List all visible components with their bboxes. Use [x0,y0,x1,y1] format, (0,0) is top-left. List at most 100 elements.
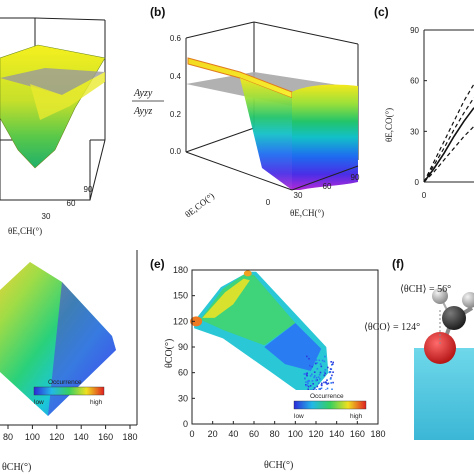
panel-e: (e) 0 30 60 90 120 150 180 0 20 40 60 80 100 120 140 1… [150,257,386,471]
panel-c-axes [423,29,474,183]
panel-e-noise-point [323,371,326,373]
panel-e-x-tick: 120 [308,429,323,439]
panel-c-y-tick: 30 [410,127,419,136]
panel-e-x-ticks: 0 20 40 60 80 100 120 140 160 180 [189,421,386,439]
panel-d-legend-bar [33,386,105,396]
panel-e-noise-point [316,385,319,388]
panel-e-noise-point [309,364,312,366]
panel-e-noise-point [305,384,308,387]
panel-c-y-tick: 90 [410,26,419,35]
panel-e-noise-point [327,366,329,369]
panel-e-noise-point [330,382,332,384]
panel-c-series-line-0 [423,107,474,183]
panel-e-label: (e) [150,257,165,271]
panel-a-surface-front [30,72,105,120]
panel-e-noise-point [329,368,332,370]
panel-b-z-ticks: 0.6 0.4 0.2 0.0 [170,34,182,156]
panel-c-y-ticks: 0 30 60 90 [410,26,427,187]
panel-b-z-tick: 0.2 [170,110,182,119]
panel-d-legend-high: high [90,399,103,406]
panel-e-noise-point [316,368,319,370]
panel-e-noise-point [304,355,306,358]
carbon-atom [442,306,466,330]
panel-b-zlabel-den: Ayyz [133,106,152,117]
panel-b-box-front [185,151,359,191]
panel-e-noise-point [320,387,323,390]
panel-e-noise-point [332,381,334,384]
panel-c-y-tick: 0 [415,178,420,187]
panel-e-y-tick: 150 [173,291,188,301]
panel-e-x-tick: 160 [350,429,365,439]
panel-f-label: (f) [392,257,404,271]
panel-e-noise-point [311,373,313,376]
panel-d-x-tick: 80 [3,432,13,442]
panel-e-heatmap [190,270,334,407]
panel-b-z-tick: 0.6 [170,34,182,43]
panel-e-noise-point [309,375,312,377]
panel-e-legend: Occurrence low high [290,390,370,420]
panel-e-noise-point [313,371,316,373]
panel-b-z-tick: 0.0 [170,147,182,156]
panel-e-x-tick: 140 [329,429,344,439]
panel-d-x-tick: 180 [122,432,137,442]
panel-e-ylabel: θCO(°) [164,339,175,368]
panel-e-noise-point [314,375,316,377]
panel-e-y-tick: 60 [178,368,188,378]
panel-d-x-tick: 160 [98,432,113,442]
panel-e-noise-point [310,367,312,370]
panel-e-noise-point [330,361,332,363]
panel-e-noise-point [319,378,321,380]
panel-e-noise-point [310,359,313,362]
panel-e-noise-point [305,372,307,375]
panel-a-plane [0,68,105,95]
panel-d-x-tick: 100 [25,432,40,442]
panel-e-noise-point [308,380,310,382]
panel-e-noise-point [315,359,318,361]
panel-e-noise-point [326,387,329,390]
panel-b-label: (b) [150,5,165,19]
panel-e-noise-point [310,365,312,367]
panel-c-label: (c) [374,5,389,19]
panel-e-noise-point [321,359,324,362]
panel-e-noise-point [332,361,334,364]
panel-e-noise-point [331,374,333,377]
panel-e-band [200,273,296,346]
panel-e-noise-point [307,382,309,384]
panel-e-legend-bar [293,400,367,410]
panel-e-noise-point [314,362,317,365]
panel-e-noise-point [312,364,314,367]
panel-e-hotspot [243,270,252,277]
panel-e-noise-point [303,373,306,375]
panel-d-x-tick: 140 [74,432,89,442]
panel-e-noise-point [321,384,323,387]
panel-e-noise-point [306,355,308,358]
panel-e-legend-title: Occurrence [310,393,344,400]
panel-e-noise-point [308,357,310,360]
panel-b-x-tick: 90 [351,173,360,182]
panel-e-noise-point [306,380,309,383]
panel-e-noise-point [306,384,309,386]
panel-b-x-tick: 30 [294,191,303,200]
panel-d-x-tick: 120 [49,432,64,442]
panel-d-heatmap-edge [48,282,116,416]
panel-e-x-tick: 180 [370,429,385,439]
panel-d-legend: Occurrence low high [33,379,105,406]
panel-e-x-tick: 100 [288,429,303,439]
panel-e-x-tick: 40 [228,429,238,439]
panel-b: (b) 0.6 0.4 0.2 0.0 Ayzy [132,5,360,220]
panel-d: Occurrence low high 80 100 120 140 160 180 θC… [0,250,138,473]
panel-e-noise-point [331,388,333,391]
panel-e-noise-point [305,381,307,383]
panel-e-noise-point [319,371,322,374]
panel-b-z-tick: 0.4 [170,72,182,81]
panel-e-noise-point [327,382,330,385]
panel-c: (c) 0 30 60 90 0 θE,CO(°) [374,5,474,200]
annotation-theta-co: ⟨θCO⟩ = 124° [364,322,420,333]
panel-e-legend-high: high [350,413,363,420]
panel-e-x-tick: 20 [208,429,218,439]
panel-e-noise-point [321,382,323,385]
panel-b-x-ticks: 0 30 60 90 [266,173,360,207]
panel-e-noise-point [311,365,313,368]
panel-d-legend-title: Occurrence [48,379,82,386]
